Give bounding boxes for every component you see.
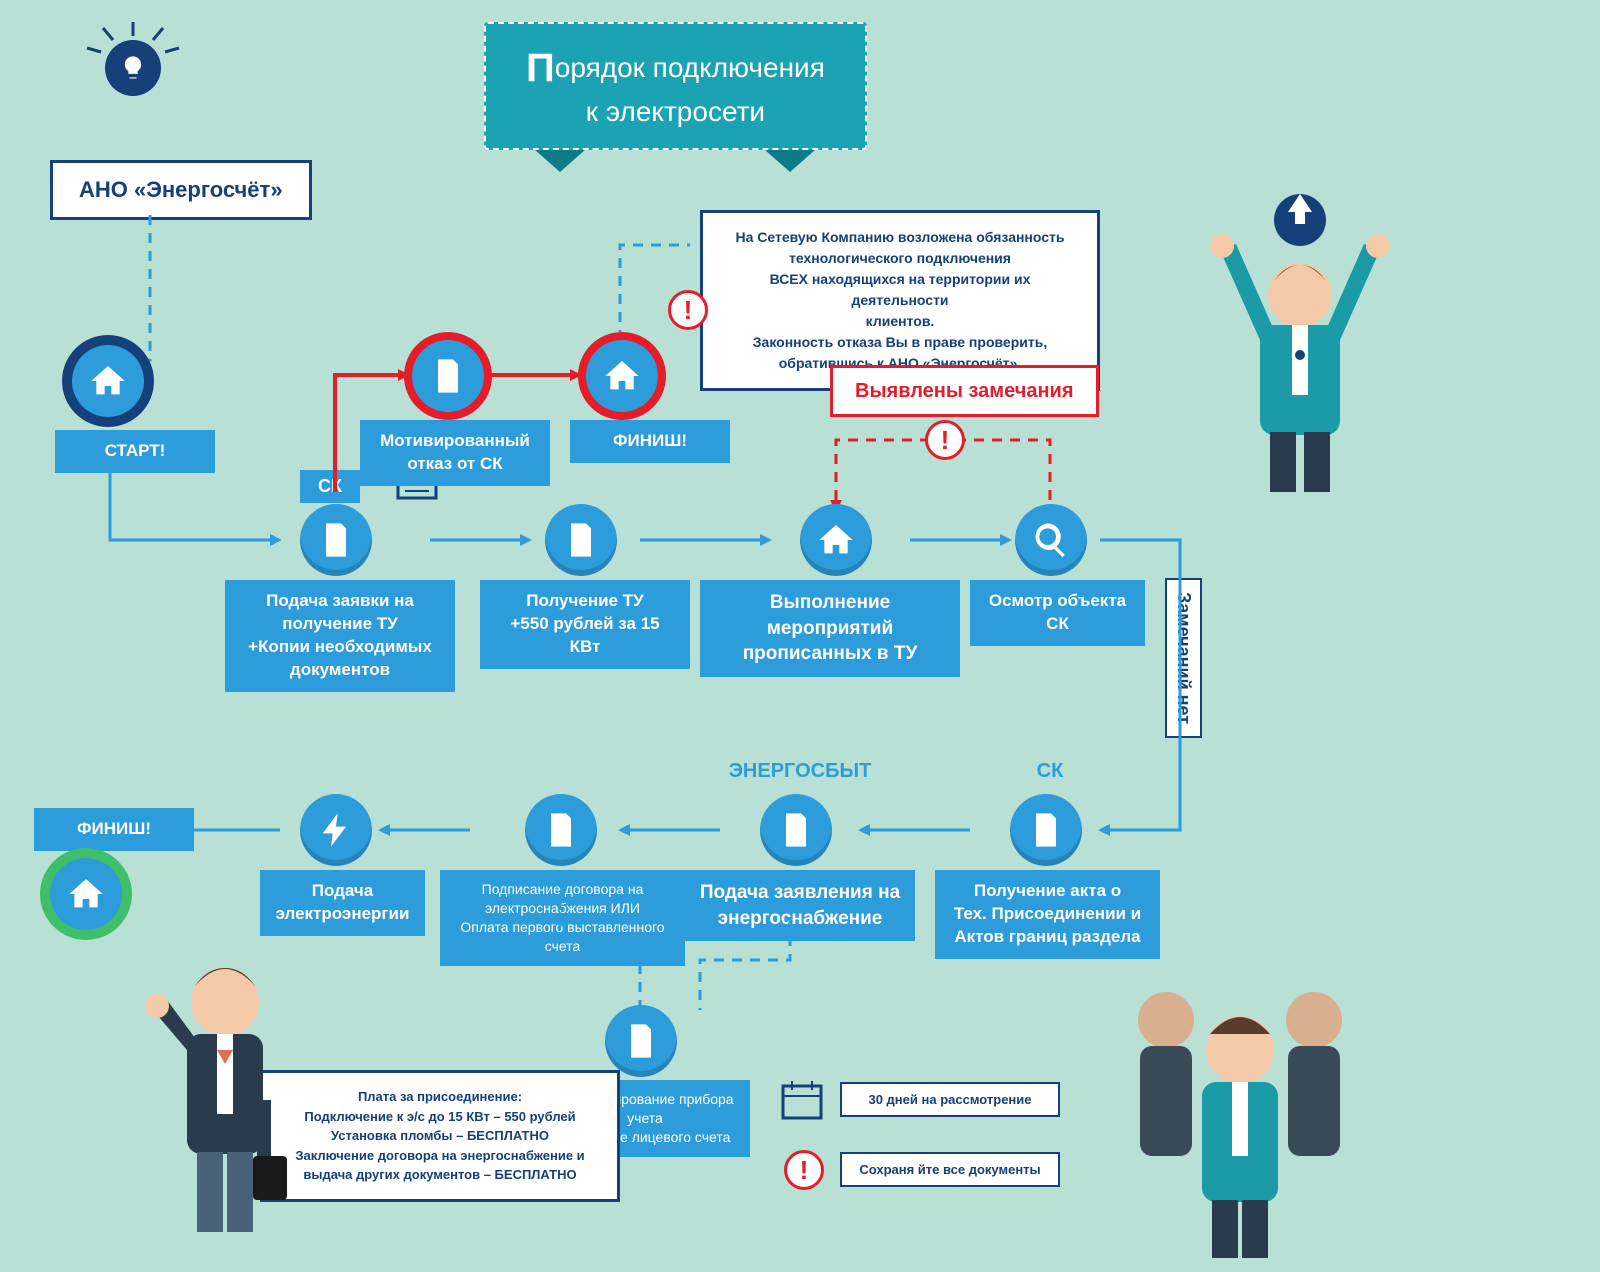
- law-info-box: На Сетевую Компанию возложена обязанност…: [700, 210, 1100, 391]
- node-finish2: [50, 858, 122, 930]
- label-finish1: ФИНИШ!: [570, 420, 730, 463]
- label-finish2: ФИНИШ!: [34, 808, 194, 851]
- people-group: [1090, 960, 1390, 1260]
- house-icon: [72, 345, 144, 417]
- document-icon: [760, 794, 832, 866]
- node-seal: [605, 1005, 677, 1077]
- calendar-icon: [780, 1078, 824, 1122]
- document-icon: [605, 1005, 677, 1077]
- node-inspect: [1015, 504, 1087, 576]
- banner-notch-right: [765, 150, 815, 172]
- house-icon: [50, 858, 122, 930]
- label-inspect: Осмотр объекта СК: [970, 580, 1145, 646]
- tag-sk: СК: [300, 470, 360, 503]
- alert-icon-law: !: [668, 290, 708, 330]
- house-icon: [800, 504, 872, 576]
- node-apply: [300, 504, 372, 576]
- keepdocs-pill: Сохраня йте все документы: [840, 1152, 1060, 1187]
- org-name-box: АНО «Энергосчёт»: [50, 160, 312, 220]
- node-finish1: [586, 340, 658, 412]
- house-icon: [586, 340, 658, 412]
- label-power: Подача электроэнергии: [260, 870, 425, 936]
- document-icon: [525, 794, 597, 866]
- label-works: Выполнение мероприятий прописанных в ТУ: [700, 580, 960, 677]
- label-apply: Подача заявки на получение ТУ +Копии нео…: [225, 580, 455, 692]
- alert-icon-remarks: !: [925, 420, 965, 460]
- node-act: [1010, 794, 1082, 866]
- lightbulb-badge-top: [105, 40, 161, 96]
- node-start: [72, 345, 144, 417]
- remarks-box: Выявлены замечания: [830, 365, 1099, 417]
- title-line1: Порядок подключения: [526, 42, 825, 94]
- fees-info-box: Плата за присоединение: Подключение к э/…: [260, 1070, 620, 1202]
- title-banner-wrap: Порядок подключения к электросети: [484, 22, 867, 172]
- node-works: [800, 504, 872, 576]
- node-supply-app: [760, 794, 832, 866]
- banner-notch-left: [535, 150, 585, 172]
- node-contract: [525, 794, 597, 866]
- title-line2: к электросети: [526, 94, 825, 130]
- title-banner: Порядок подключения к электросети: [484, 22, 867, 150]
- document-icon: [1010, 794, 1082, 866]
- node-tu: [545, 504, 617, 576]
- header-sk2: СК: [1010, 760, 1090, 783]
- search-icon: [1015, 504, 1087, 576]
- label-start: СТАРТ!: [55, 430, 215, 473]
- label-tu: Получение ТУ +550 рублей за 15 КВт: [480, 580, 690, 669]
- label-supply-app: Подача заявления на энергоснабжение: [685, 870, 915, 941]
- days30-pill: 30 дней на рассмотрение: [840, 1082, 1060, 1117]
- bolt-icon: [300, 794, 372, 866]
- node-power: [300, 794, 372, 866]
- document-icon: [300, 504, 372, 576]
- bulb-rays-icon: [73, 22, 193, 72]
- document-icon: [412, 340, 484, 412]
- header-energo: ЭНЕРГОСБЫТ: [720, 760, 880, 783]
- label-contract: Подписание договора на электроснабжения …: [440, 870, 685, 966]
- no-remarks-label: Замечаний нет: [1165, 578, 1202, 738]
- document-icon: [545, 504, 617, 576]
- label-refuse: Мотивированный отказ от СК: [360, 420, 550, 486]
- node-refuse: [412, 340, 484, 412]
- alert-icon-keepdocs: !: [784, 1150, 824, 1190]
- person-cheering: [1200, 180, 1400, 500]
- person-thumbsup: [135, 950, 305, 1260]
- label-act: Получение акта о Тех. Присоединении и Ак…: [935, 870, 1160, 959]
